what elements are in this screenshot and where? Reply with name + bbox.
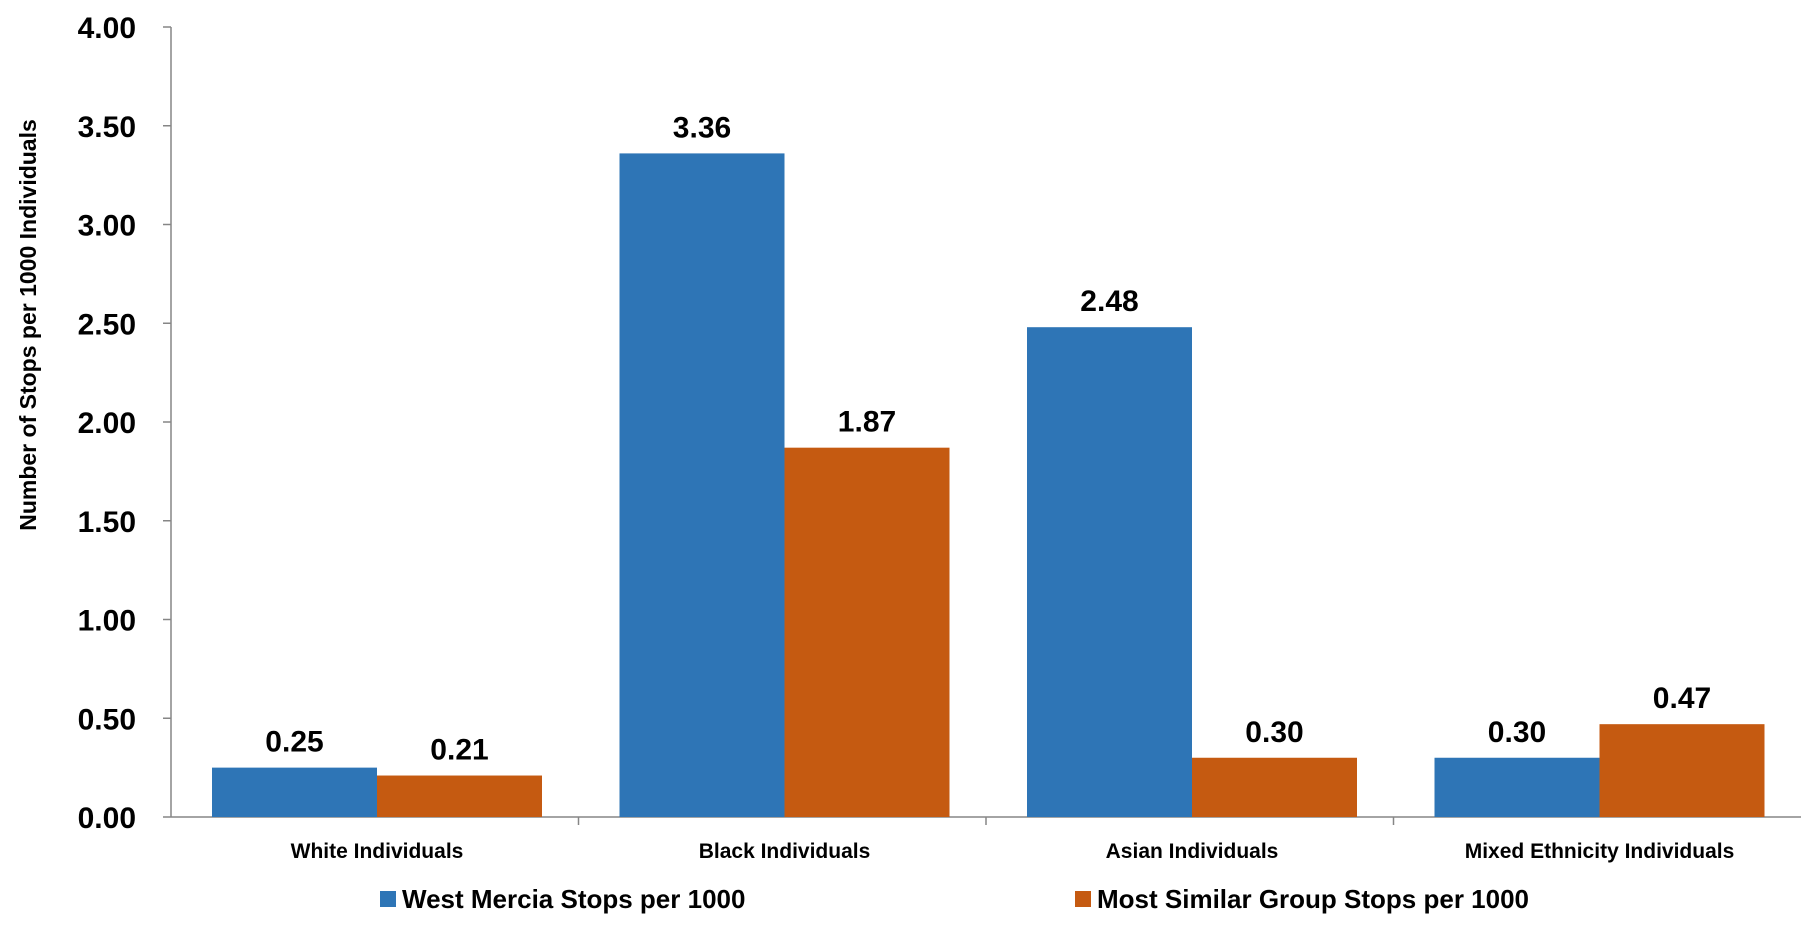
y-tick-label: 0.00 xyxy=(78,802,136,835)
y-axis-ticks: 0.00 0.50 1.00 1.50 2.00 2.50 3.00 3.50 4.00 xyxy=(78,12,171,835)
bars xyxy=(212,153,1765,817)
bar-most-similar-group xyxy=(1192,757,1357,817)
bar-west-mercia xyxy=(1434,757,1600,817)
legend-swatch xyxy=(1075,891,1091,907)
bar-most-similar-group xyxy=(784,447,950,817)
bar-west-mercia xyxy=(212,767,377,817)
y-tick-label: 4.00 xyxy=(78,12,136,45)
y-tick-label: 2.00 xyxy=(78,407,136,440)
y-tick-label: 0.50 xyxy=(78,703,136,736)
legend-label: West Mercia Stops per 1000 xyxy=(402,884,745,914)
data-label: 0.47 xyxy=(1653,682,1711,715)
y-tick-label: 2.50 xyxy=(78,308,136,341)
data-label: 0.21 xyxy=(430,734,488,767)
data-label: 0.30 xyxy=(1245,716,1303,749)
x-category-label: Black Individuals xyxy=(699,840,871,863)
data-label: 1.87 xyxy=(838,406,896,439)
x-category-label: White Individuals xyxy=(291,840,464,863)
bar-west-mercia xyxy=(619,153,785,817)
y-tick-label: 3.00 xyxy=(78,210,136,243)
y-tick-label: 3.50 xyxy=(78,111,136,144)
x-category-label: Mixed Ethnicity Individuals xyxy=(1465,840,1735,863)
data-label: 0.30 xyxy=(1488,716,1546,749)
y-axis-title: Number of Stops per 1000 Individuals xyxy=(15,119,41,531)
data-labels: 0.25 0.21 3.36 1.87 2.48 0.30 0.30 0.47 xyxy=(265,111,1711,766)
data-label: 3.36 xyxy=(673,111,731,144)
axes xyxy=(170,27,1801,818)
legend-label: Most Similar Group Stops per 1000 xyxy=(1097,884,1529,914)
x-category-label: Asian Individuals xyxy=(1106,840,1279,863)
bar-most-similar-group xyxy=(1599,724,1765,817)
y-tick-label: 1.50 xyxy=(78,506,136,539)
data-label: 0.25 xyxy=(265,726,323,759)
bar-west-mercia xyxy=(1027,327,1192,817)
x-axis-labels: White Individuals Black Individuals Asian … xyxy=(291,817,1735,863)
bar-most-similar-group xyxy=(377,775,542,817)
y-tick-label: 1.00 xyxy=(78,605,136,638)
data-label: 2.48 xyxy=(1080,285,1138,318)
legend-swatch xyxy=(380,891,396,907)
legend: West Mercia Stops per 1000 Most Similar G… xyxy=(380,884,1529,914)
